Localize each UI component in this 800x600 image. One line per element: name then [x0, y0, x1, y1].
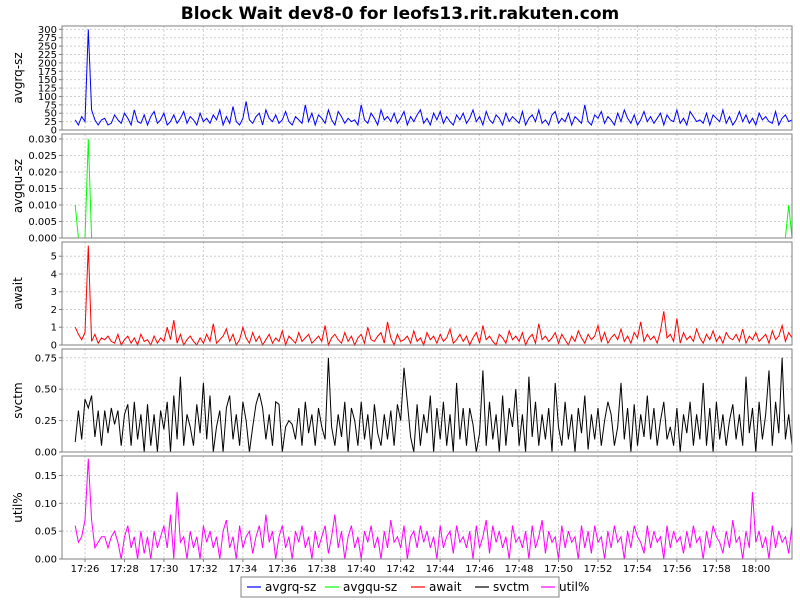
- y-tick-label: 200: [38, 58, 57, 69]
- x-tick-label: 17:48: [505, 564, 534, 575]
- x-tick-label: 17:34: [228, 564, 257, 575]
- y-tick-label: 100: [38, 92, 57, 103]
- x-tick-label: 17:26: [71, 564, 100, 575]
- legend-item: avgrq-sz: [247, 580, 316, 594]
- y-tick-label: 0.05: [35, 527, 57, 538]
- y-tick-label: 300: [38, 25, 57, 36]
- y-tick-label: 0.00: [35, 555, 57, 566]
- x-tick-label: 17:52: [584, 564, 613, 575]
- series-line-svctm: [74, 351, 793, 453]
- chart-panels: 0255075100125150175200225250275300avgrq-…: [11, 25, 793, 566]
- y-tick-label: 0.005: [28, 217, 57, 228]
- plot-border: [61, 348, 793, 453]
- y-tick-label: 5: [51, 252, 57, 263]
- y-tick-label: 0.50: [35, 385, 57, 396]
- y-tick-label: 0: [51, 341, 57, 352]
- y-tick-label: 0.015: [28, 184, 57, 195]
- x-tick-label: 17:38: [307, 564, 336, 575]
- legend-box: [240, 576, 560, 598]
- plot-area: [61, 133, 793, 239]
- legend-label: avgqu-sz: [343, 580, 397, 594]
- y-tick-label: 1: [51, 323, 57, 334]
- y-tick-label: 0.025: [28, 151, 57, 162]
- y-tick-label: 0.75: [35, 353, 57, 364]
- legend-item: svctm: [475, 580, 529, 594]
- y-tick-label: 175: [38, 67, 57, 78]
- y-tick-label: 275: [38, 33, 57, 44]
- y-tick-label: 150: [38, 75, 57, 86]
- y-tick-label: 0: [51, 126, 57, 137]
- x-axis: 17:26 17:28 17:30 17:32 17:34 17:36 17:38 17:40…: [71, 559, 770, 575]
- panel-utilpct: 0.00 0.05 0.10 0.15 util%: [11, 455, 793, 566]
- y-axis-label: avgqu-sz: [11, 159, 25, 213]
- legend-label: svctm: [493, 580, 529, 594]
- x-tick-label: 17:44: [426, 564, 455, 575]
- plot-area: [61, 241, 793, 346]
- panel-svctm: 0.00 0.25 0.50 0.75 svctm: [11, 348, 793, 459]
- legend-item: avgqu-sz: [325, 580, 397, 594]
- y-tick-label: 0.000: [28, 234, 57, 245]
- x-tick-label: 17:36: [268, 564, 297, 575]
- y-tick-label: 0.030: [28, 134, 57, 145]
- legend-label: await: [429, 580, 462, 594]
- x-tick-label: 17:30: [150, 564, 179, 575]
- x-tick-label: 17:28: [110, 564, 139, 575]
- x-tick-label: 17:32: [189, 564, 218, 575]
- x-tick-label: 17:46: [465, 564, 494, 575]
- legend-item: util%: [541, 580, 589, 594]
- plot-border: [61, 133, 793, 239]
- panel-avgqu-sz: 0.000 0.005 0.010 0.015 0.020 0.025 0.030 avgqu…: [11, 133, 793, 245]
- y-tick-label: 0.10: [35, 499, 57, 510]
- y-tick-label: 0.00: [35, 448, 57, 459]
- y-tick-label: 2: [51, 305, 57, 316]
- y-tick-label: 125: [38, 84, 57, 95]
- y-tick-label: 0.25: [35, 416, 57, 427]
- x-tick-label: 18:00: [741, 564, 770, 575]
- y-tick-label: 0.010: [28, 200, 57, 211]
- y-tick-label: 75: [44, 100, 57, 111]
- y-tick-label: 3: [51, 287, 57, 298]
- plot-border: [61, 25, 793, 131]
- y-axis-label: avgrq-sz: [11, 52, 25, 103]
- y-axis-label: svctm: [11, 382, 25, 418]
- y-axis-label: await: [11, 277, 25, 310]
- legend-label: avgrq-sz: [265, 580, 316, 594]
- panel-await: 0 1 2 3 4 5 await: [11, 241, 793, 352]
- legend: avgrq-sz avgqu-sz await svctm util%: [240, 576, 589, 598]
- y-tick-label: 225: [38, 50, 57, 61]
- x-tick-label: 17:50: [544, 564, 573, 575]
- plot-area: [61, 25, 793, 131]
- legend-label: util%: [559, 580, 589, 594]
- plot-border: [61, 455, 793, 560]
- y-tick-label: 4: [51, 269, 57, 280]
- x-tick-label: 17:54: [623, 564, 652, 575]
- y-tick-label: 25: [44, 117, 57, 128]
- y-tick-label: 0.020: [28, 167, 57, 178]
- chart-title: Block Wait dev8-0 for leofs13.rit.rakute…: [181, 4, 619, 24]
- plot-border: [61, 241, 793, 346]
- x-tick-label: 17:42: [386, 564, 415, 575]
- x-tick-label: 17:56: [662, 564, 691, 575]
- y-axis-label: util%: [11, 492, 25, 522]
- x-tick-label: 17:40: [347, 564, 376, 575]
- y-tick-label: 50: [44, 109, 57, 120]
- legend-item: await: [411, 580, 462, 594]
- x-tick-label: 17:58: [702, 564, 731, 575]
- y-tick-label: 0.15: [35, 471, 57, 482]
- y-tick-label: 250: [38, 42, 57, 53]
- plot-area: [61, 455, 793, 560]
